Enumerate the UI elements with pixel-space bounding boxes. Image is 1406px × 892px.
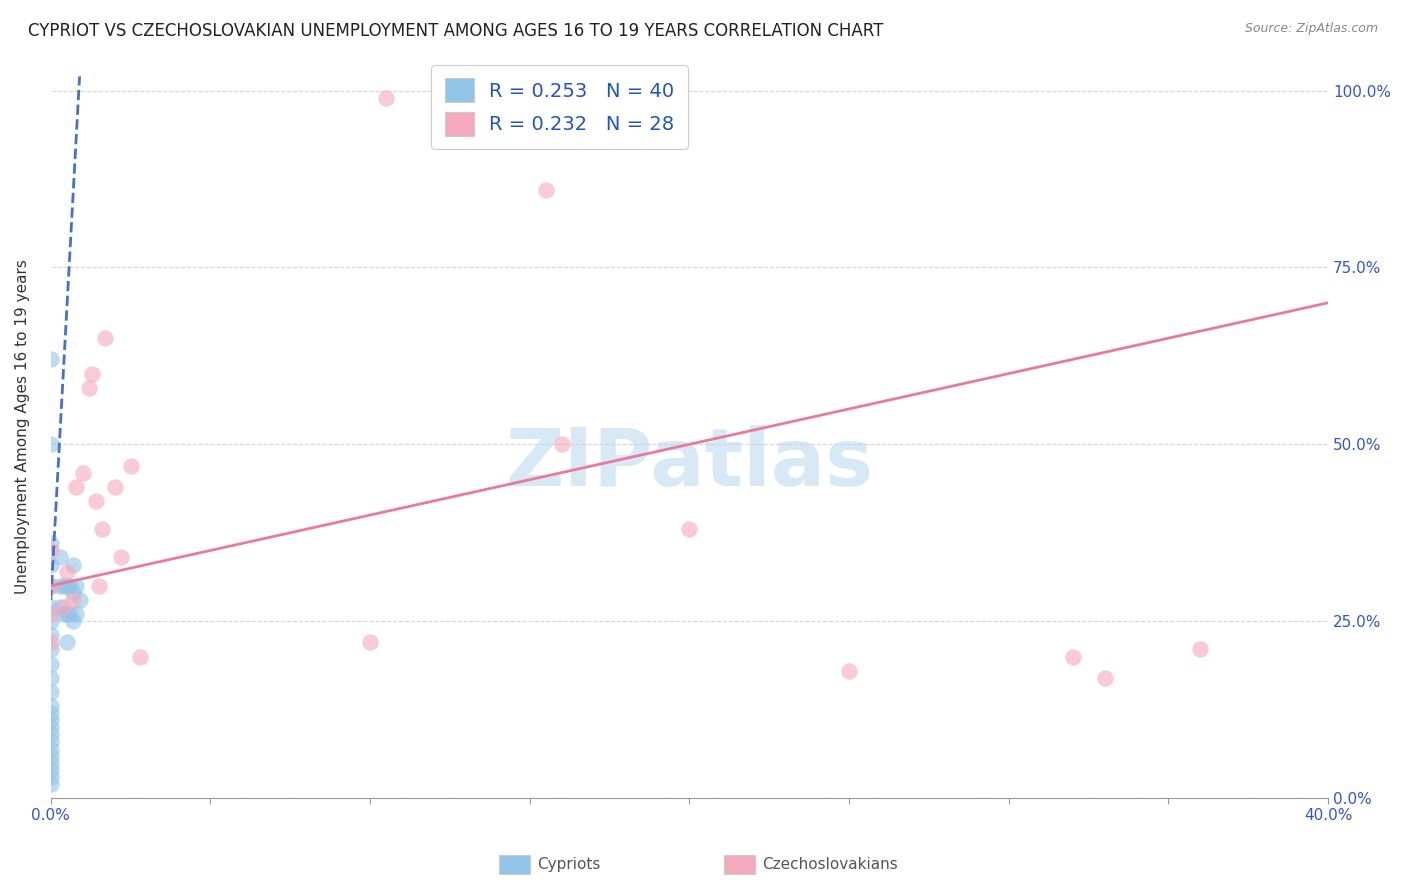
Point xyxy=(39,748,62,763)
Text: CYPRIOT VS CZECHOSLOVAKIAN UNEMPLOYMENT AMONG AGES 16 TO 19 YEARS CORRELATION CH: CYPRIOT VS CZECHOSLOVAKIAN UNEMPLOYMENT … xyxy=(28,22,883,40)
Point xyxy=(56,579,79,593)
Point xyxy=(39,685,62,699)
Point xyxy=(1189,642,1212,657)
Point xyxy=(82,367,104,381)
Point xyxy=(104,480,127,494)
Point xyxy=(39,741,62,756)
Point xyxy=(39,727,62,741)
Legend: R = 0.253   N = 40, R = 0.232   N = 28: R = 0.253 N = 40, R = 0.232 N = 28 xyxy=(432,65,688,149)
Point xyxy=(84,494,107,508)
Point xyxy=(39,536,62,550)
Text: Source: ZipAtlas.com: Source: ZipAtlas.com xyxy=(1244,22,1378,36)
Text: ZIPatlas: ZIPatlas xyxy=(505,425,873,503)
Point xyxy=(39,706,62,721)
Point xyxy=(39,713,62,727)
Point xyxy=(39,579,62,593)
Point xyxy=(39,777,62,791)
Point xyxy=(49,579,72,593)
Point xyxy=(120,458,142,473)
Point xyxy=(62,558,84,572)
Point xyxy=(56,635,79,649)
Point xyxy=(39,600,62,615)
Point xyxy=(72,466,94,480)
Point xyxy=(39,699,62,714)
Point xyxy=(551,437,574,451)
Point xyxy=(52,607,75,621)
Point xyxy=(534,183,557,197)
Text: Cypriots: Cypriots xyxy=(537,857,600,871)
Point xyxy=(375,90,398,104)
Point xyxy=(62,614,84,628)
Point xyxy=(359,635,381,649)
Point xyxy=(62,586,84,600)
Point xyxy=(39,763,62,777)
Point xyxy=(39,543,62,558)
Point xyxy=(49,550,72,565)
Point xyxy=(39,642,62,657)
Point xyxy=(39,635,62,649)
Point xyxy=(39,756,62,770)
Point xyxy=(39,607,62,621)
Point xyxy=(69,593,91,607)
Point xyxy=(39,437,62,451)
Point xyxy=(39,558,62,572)
Point xyxy=(94,331,117,345)
Point xyxy=(39,579,62,593)
Point xyxy=(52,579,75,593)
Point xyxy=(39,734,62,748)
Point xyxy=(39,657,62,671)
Point xyxy=(678,522,700,536)
Point xyxy=(65,579,87,593)
Point xyxy=(39,770,62,784)
Point xyxy=(49,600,72,615)
Point xyxy=(129,649,152,664)
Point xyxy=(65,480,87,494)
Point xyxy=(59,607,82,621)
Text: Czechoslovakians: Czechoslovakians xyxy=(762,857,898,871)
Point xyxy=(39,352,62,367)
Point xyxy=(1062,649,1084,664)
Point xyxy=(56,565,79,579)
Point xyxy=(56,607,79,621)
Point xyxy=(39,628,62,642)
Point xyxy=(39,671,62,685)
Point xyxy=(65,607,87,621)
Point xyxy=(90,522,112,536)
Point xyxy=(52,600,75,615)
Point xyxy=(1094,671,1116,685)
Point xyxy=(39,720,62,734)
Point xyxy=(39,614,62,628)
Point xyxy=(77,381,100,395)
Point xyxy=(838,664,860,678)
Point xyxy=(87,579,110,593)
Point xyxy=(110,550,132,565)
Y-axis label: Unemployment Among Ages 16 to 19 years: Unemployment Among Ages 16 to 19 years xyxy=(15,260,30,594)
Point xyxy=(59,579,82,593)
Point xyxy=(62,593,84,607)
